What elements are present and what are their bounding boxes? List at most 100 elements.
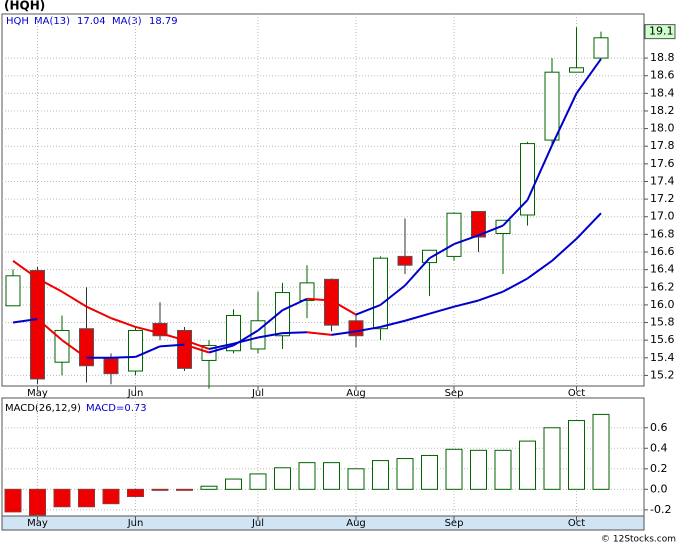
ma-line xyxy=(36,318,63,341)
candle-body xyxy=(5,275,21,307)
chart-title: (HQH) xyxy=(4,0,45,13)
ma-line xyxy=(429,305,455,315)
y-tick-label: 18.6 xyxy=(650,69,675,82)
candle-body xyxy=(275,292,290,337)
date-strip xyxy=(1,515,645,531)
x-tick-label: Oct xyxy=(568,518,585,529)
ma-line xyxy=(110,355,136,359)
x-tick-label: May xyxy=(27,388,48,399)
y-tick-label: 17.0 xyxy=(650,210,675,223)
ma-line xyxy=(12,260,39,280)
ma-line xyxy=(404,312,430,322)
ma-line xyxy=(551,92,578,146)
ma-line xyxy=(355,303,381,316)
x-tick-label: Jun xyxy=(127,518,144,529)
legend-ma-value: 17.04 xyxy=(77,16,106,27)
ma-line xyxy=(478,290,504,302)
last-price-label: 19.1 xyxy=(649,25,674,38)
macd-bar xyxy=(200,485,218,490)
candle-body xyxy=(520,143,535,216)
ma-line xyxy=(86,305,112,320)
y-tick-label: 16.2 xyxy=(650,280,675,293)
macd-bar xyxy=(592,413,610,490)
macd-bar xyxy=(225,478,242,490)
macd-bar xyxy=(519,440,536,490)
ma-line xyxy=(184,343,210,354)
ma-line xyxy=(257,309,284,332)
candle-body xyxy=(348,320,364,337)
macd-bar xyxy=(249,473,267,490)
y-tick-label: 18.2 xyxy=(650,104,675,117)
ma-line xyxy=(331,330,357,336)
candle-body xyxy=(569,67,584,73)
y-tick-label: 17.2 xyxy=(650,192,675,205)
macd-bar xyxy=(102,488,120,505)
ma-line xyxy=(306,331,332,336)
legend-ma: MA(3) xyxy=(112,16,142,27)
macd-bar xyxy=(29,488,46,516)
y-tick-label: 15.4 xyxy=(650,351,675,364)
candle-body xyxy=(495,219,511,234)
candle-body xyxy=(544,71,560,141)
ma-line xyxy=(257,332,283,339)
candle-body xyxy=(250,320,266,350)
ma-line xyxy=(575,58,602,94)
macd-bar xyxy=(494,449,512,490)
macd-bar xyxy=(176,488,193,491)
ma-line xyxy=(110,317,136,328)
ma-line xyxy=(331,299,357,316)
ma-line xyxy=(551,238,578,262)
macd-bar xyxy=(396,458,414,490)
last-price-box xyxy=(644,24,676,40)
candle-body xyxy=(471,210,486,238)
ma-line xyxy=(37,277,63,293)
ma-line xyxy=(208,342,234,350)
macd-bar xyxy=(347,468,365,490)
candle-body xyxy=(446,212,462,257)
macd-bar xyxy=(543,427,561,490)
y-tick-label: 15.8 xyxy=(650,316,675,329)
candle-body xyxy=(103,358,119,375)
ma-line xyxy=(379,284,406,306)
y-tick-label: 0.6 xyxy=(650,421,668,434)
x-tick-label: Oct xyxy=(568,388,585,399)
macd-title: MACD(26,12,9) xyxy=(5,403,81,414)
ma-line xyxy=(184,339,210,350)
x-tick-label: Aug xyxy=(346,388,366,399)
ma-line xyxy=(453,234,479,246)
macd-bar xyxy=(53,488,71,508)
candle-body xyxy=(373,257,388,330)
ma-line xyxy=(232,329,259,347)
x-tick-label: Jul xyxy=(251,518,264,529)
y-tick-label: 17.6 xyxy=(650,157,675,170)
macd-bar xyxy=(78,488,95,508)
macd-bar xyxy=(151,488,169,491)
x-tick-label: Sep xyxy=(445,388,464,399)
y-tick-label: 16.4 xyxy=(650,263,675,276)
ma-line xyxy=(502,277,528,293)
legend-ma: MA(13) xyxy=(34,16,70,27)
price-frame xyxy=(1,13,645,387)
y-tick-label: 0.2 xyxy=(650,462,668,475)
ma-line xyxy=(159,332,185,342)
x-tick-label: Jul xyxy=(251,388,264,399)
candle-body xyxy=(397,255,413,266)
macd-bar xyxy=(470,449,487,490)
ma-line xyxy=(478,224,504,237)
y-tick-label: 16.0 xyxy=(650,298,675,311)
macd-bar xyxy=(274,467,291,490)
y-tick-label: -0.2 xyxy=(650,503,671,516)
x-tick-label: Jun xyxy=(127,388,144,399)
x-tick-label: May xyxy=(27,518,48,529)
macd-bar xyxy=(323,462,340,490)
ma-line xyxy=(355,325,381,333)
ma-line xyxy=(429,243,455,260)
macd-bar xyxy=(372,460,389,490)
legend-ma-value: 18.79 xyxy=(149,16,178,27)
y-tick-label: 17.4 xyxy=(650,174,675,187)
ma-line xyxy=(282,331,308,335)
candle-body xyxy=(324,278,339,326)
ma-line xyxy=(208,344,234,354)
macd-bar xyxy=(298,462,316,490)
y-tick-label: 15.2 xyxy=(650,368,675,381)
